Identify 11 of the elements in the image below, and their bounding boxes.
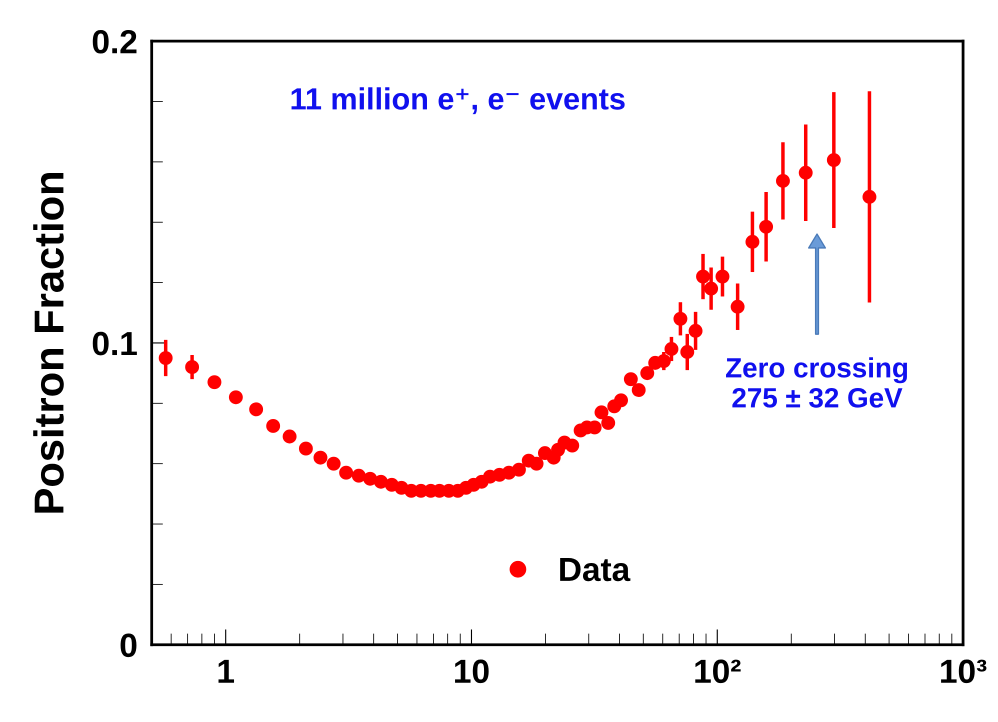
x-tick-label: 10³ [941,660,986,684]
x-tick-label: 10² [695,660,741,684]
annotation: Zero crossing 275 ± 32 GeV [726,357,908,408]
y-axis-title: Positron Fraction [33,173,64,513]
legend-label: Data [560,558,630,582]
y-tick-label: 0 [120,634,136,658]
x-tick-label: 1 [218,660,234,683]
x-tick-label: 10 [455,660,489,684]
y-tick-label: 0.2 [92,30,136,54]
annotation: 11 million e⁺, e⁻ events [292,87,625,114]
y-tick-label: 0.1 [92,332,137,356]
